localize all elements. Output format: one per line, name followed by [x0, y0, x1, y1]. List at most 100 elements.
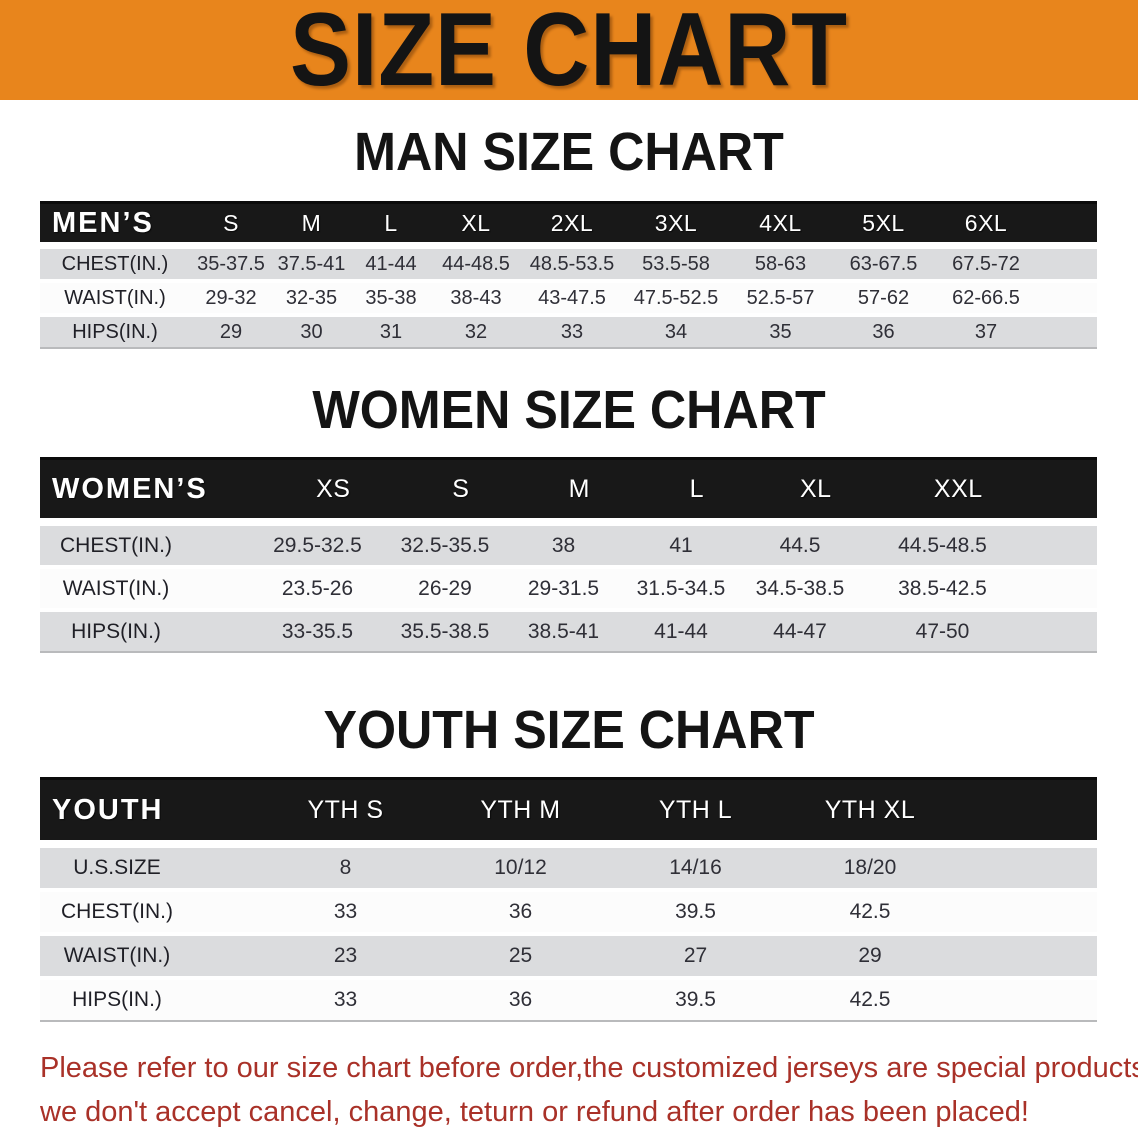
man-hips-in-value: 35 — [769, 320, 792, 343]
banner: SIZE CHART — [0, 0, 1138, 108]
men-section: MAN SIZE CHART MEN’S S M L XL 2XL 3XL 4XL 5XL 6XL… — [0, 122, 1138, 349]
man-header-l: L — [384, 209, 398, 236]
youth-u-s-size-value: 10/12 — [494, 856, 547, 879]
women-header-l: L — [689, 474, 704, 503]
women-chest-in-value: 32.5-35.5 — [400, 533, 490, 557]
man-waist-in-value: 35-38 — [365, 286, 417, 309]
women-chest-in-value: 38 — [551, 533, 576, 557]
women-chest-in-value: 41 — [669, 533, 693, 557]
man-row-chest-in: CHEST(IN.) 35-37.5 37.5-41 41-44 44-48.5 48.5… — [40, 249, 1097, 279]
notice-line-2: we don't accept cancel, change, teturn o… — [40, 1096, 1029, 1128]
man-waist-in-value: 57-62 — [857, 286, 910, 309]
women-chest-in-value: 44.5-48.5 — [898, 533, 987, 557]
women-header-xs: XS — [316, 474, 351, 503]
man-waist-in-value: 38-43 — [450, 286, 502, 309]
men-section-heading: MAN SIZE CHART — [354, 122, 784, 182]
youth-section-heading: YOUTH SIZE CHART — [323, 700, 815, 760]
man-chest-in-value: 37.5-41 — [277, 252, 346, 275]
man-chest-in-value: 63-67.5 — [849, 252, 918, 275]
man-header-5xl: 5XL — [862, 209, 905, 236]
youth-table-header-row: YOUTH YTH S YTH M YTH L YTH XL — [40, 780, 1097, 840]
women-header-xl: XL — [799, 474, 832, 503]
man-hips-in-value: 32 — [464, 320, 488, 343]
women-hips-in-value: 38.5-41 — [527, 619, 600, 643]
youth-hips-in-value: 39.5 — [675, 988, 716, 1011]
women-chest-in-value: 44.5 — [779, 533, 821, 557]
man-header-2xl: 2XL — [550, 209, 594, 236]
youth-row-chest-in: CHEST(IN.) 33 36 39.5 42.5 — [40, 892, 1097, 932]
women-waist-in-value: 38.5-42.5 — [898, 576, 987, 600]
youth-waist-in-value: 29 — [858, 944, 882, 967]
women-hips-in-value: 41-44 — [654, 619, 708, 643]
youth-row-label-chest-in: CHEST(IN.) — [61, 900, 173, 923]
youth-u-s-size-value: 8 — [339, 856, 352, 879]
man-hips-in-value: 31 — [379, 320, 403, 343]
order-notice: Please refer to our size chart before or… — [40, 1046, 1138, 1134]
youth-header-yth-s: YTH S — [307, 795, 384, 824]
women-header-s: S — [452, 474, 470, 503]
women-row-chest-in: CHEST(IN.) 29.5-32.5 32.5-35.5 38 41 44.5 44.5… — [40, 526, 1097, 565]
youth-hips-in-value: 42.5 — [849, 988, 891, 1011]
man-table-header-row: MEN’S S M L XL 2XL 3XL 4XL 5XL 6XL — [40, 204, 1097, 242]
youth-chest-in-value: 33 — [333, 900, 358, 923]
women-hips-in-value: 33-35.5 — [281, 619, 354, 643]
youth-chest-in-value: 42.5 — [849, 900, 891, 923]
youth-header-youth: YOUTH — [52, 793, 164, 826]
youth-waist-in-value: 25 — [508, 944, 533, 967]
women-section: WOMEN SIZE CHART WOMEN’S XS S M L XL XXL CHEST(… — [0, 380, 1138, 653]
man-hips-in-value: 29 — [219, 320, 243, 343]
youth-waist-in-value: 23 — [333, 944, 358, 967]
youth-u-s-size-value: 18/20 — [843, 856, 897, 879]
man-waist-in-value: 32-35 — [285, 286, 338, 309]
man-hips-in-value: 30 — [300, 320, 323, 343]
women-header-women-s: WOMEN’S — [52, 472, 208, 505]
man-waist-in-value: 29-32 — [205, 286, 257, 309]
man-waist-in-value: 47.5-52.5 — [633, 286, 719, 309]
notice-line-1: Please refer to our size chart before or… — [40, 1052, 1138, 1084]
women-header-xxl: XXL — [933, 474, 983, 503]
youth-section: YOUTH SIZE CHART YOUTH YTH S YTH M YTH L YTH… — [0, 700, 1138, 1022]
youth-u-s-size-value: 14/16 — [669, 856, 722, 879]
man-chest-in-value: 41-44 — [365, 252, 417, 275]
youth-header-yth-m: YTH M — [480, 795, 561, 824]
man-hips-in-value: 37 — [974, 320, 998, 343]
youth-hips-in-value: 33 — [333, 988, 358, 1011]
women-row-waist-in: WAIST(IN.) 23.5-26 26-29 29-31.5 31.5-34.5 34… — [40, 569, 1097, 608]
women-row-label-waist-in: WAIST(IN.) — [62, 576, 170, 600]
man-row-label-hips-in: HIPS(IN.) — [72, 320, 158, 343]
banner-title: SIZE CHART — [290, 0, 848, 108]
man-header-6xl: 6XL — [964, 209, 1008, 236]
women-header-m: M — [568, 474, 590, 503]
man-chest-in-value: 44-48.5 — [442, 252, 510, 275]
man-waist-in-value: 43-47.5 — [538, 286, 606, 309]
youth-row-hips-in: HIPS(IN.) 33 36 39.5 42.5 — [40, 980, 1097, 1020]
women-row-label-chest-in: CHEST(IN.) — [60, 533, 172, 557]
women-waist-in-value: 31.5-34.5 — [636, 576, 726, 600]
youth-hips-in-value: 36 — [508, 988, 533, 1011]
man-row-label-chest-in: CHEST(IN.) — [61, 252, 169, 275]
women-row-hips-in: HIPS(IN.) 33-35.5 35.5-38.5 38.5-41 41-44 44-… — [40, 612, 1097, 651]
youth-row-label-u-s-size: U.S.SIZE — [73, 856, 161, 879]
man-hips-in-value: 33 — [560, 320, 584, 343]
youth-row-waist-in: WAIST(IN.) 23 25 27 29 — [40, 936, 1097, 976]
man-hips-in-value: 34 — [664, 320, 688, 343]
women-size-table: WOMEN’S XS S M L XL XXL CHEST(IN.) 29.5-32.5 32.5… — [40, 457, 1097, 653]
youth-row-u-s-size: U.S.SIZE 8 10/12 14/16 18/20 — [40, 848, 1097, 888]
youth-header-yth-xl: YTH XL — [824, 795, 916, 824]
women-waist-in-value: 26-29 — [418, 576, 472, 600]
man-row-label-waist-in: WAIST(IN.) — [64, 286, 166, 309]
man-row-hips-in: HIPS(IN.) 29 30 31 32 33 34 35 36 37 — [40, 317, 1097, 347]
man-header-s: S — [223, 209, 239, 236]
women-hips-in-value: 44-47 — [773, 619, 827, 643]
man-hips-in-value: 36 — [872, 320, 895, 343]
women-section-heading: WOMEN SIZE CHART — [312, 380, 826, 440]
women-waist-in-value: 29-31.5 — [527, 576, 600, 600]
women-hips-in-value: 35.5-38.5 — [400, 619, 490, 643]
man-row-waist-in: WAIST(IN.) 29-32 32-35 35-38 38-43 43-47.5 47.… — [40, 283, 1097, 313]
man-chest-in-value: 67.5-72 — [952, 252, 1020, 275]
women-chest-in-value: 29.5-32.5 — [273, 533, 362, 557]
women-row-label-hips-in: HIPS(IN.) — [71, 619, 161, 643]
women-waist-in-value: 23.5-26 — [281, 576, 354, 600]
youth-row-label-waist-in: WAIST(IN.) — [63, 944, 171, 967]
